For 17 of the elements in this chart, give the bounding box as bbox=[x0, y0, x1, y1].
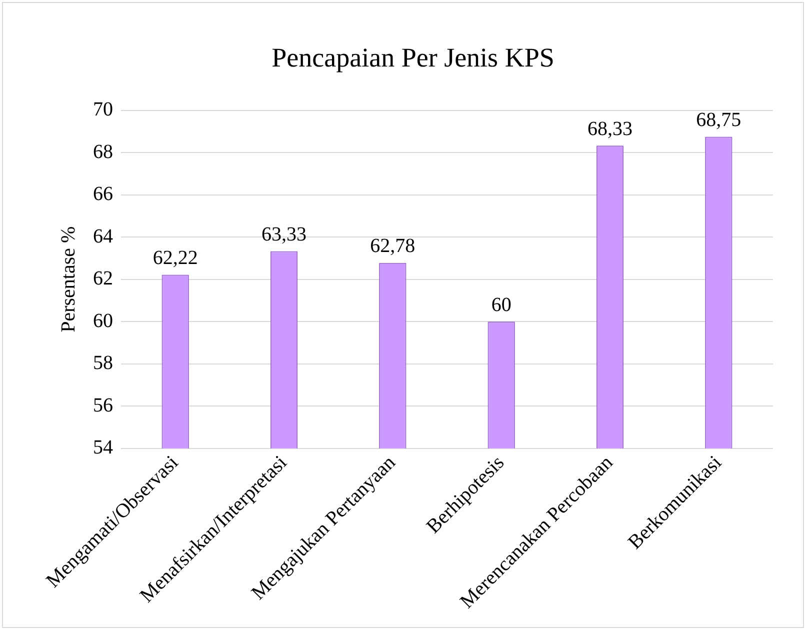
data-label: 62,78 bbox=[370, 235, 416, 258]
data-label: 68,75 bbox=[696, 109, 742, 132]
data-label: 62,22 bbox=[152, 246, 198, 269]
y-tick-label: 64 bbox=[93, 225, 113, 248]
y-tick-label: 58 bbox=[93, 352, 113, 374]
y-tick-label: 66 bbox=[93, 183, 113, 206]
data-label: 60 bbox=[491, 294, 512, 316]
y-tick-label: 70 bbox=[93, 98, 113, 121]
y-tick-label: 68 bbox=[93, 140, 113, 163]
data-label: 63,33 bbox=[262, 224, 306, 246]
chart-title: Pencapaian Per Jenis KPS bbox=[272, 42, 554, 72]
y-tick-label: 54 bbox=[93, 436, 113, 459]
y-axis-title: Persentase % bbox=[57, 226, 80, 332]
y-tick-label: 62 bbox=[93, 268, 113, 290]
y-tick-label: 60 bbox=[93, 310, 113, 332]
data-label: 68,33 bbox=[588, 118, 632, 140]
y-tick-label: 56 bbox=[93, 394, 113, 416]
